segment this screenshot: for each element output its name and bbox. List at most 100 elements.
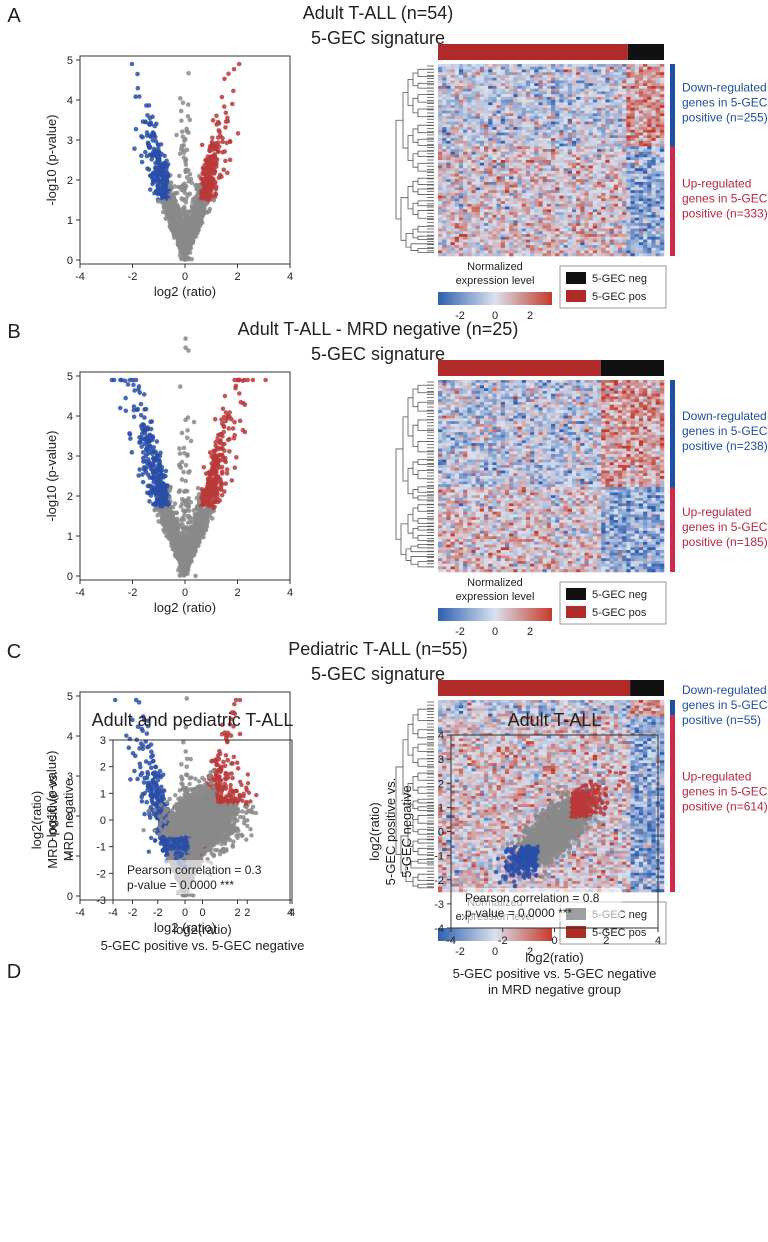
volcano-point (130, 62, 135, 67)
volcano-point (228, 158, 233, 163)
volcano-point (204, 202, 209, 207)
heatmap-cell (622, 64, 626, 67)
volcano-point (182, 208, 187, 213)
heatmap-cell (455, 64, 459, 67)
heatmap-cell (467, 64, 471, 67)
volcano-point (151, 131, 156, 136)
volcano-point (186, 102, 191, 107)
heatmap-cell (534, 64, 538, 67)
volcano-point (162, 199, 167, 204)
volcano-point (178, 253, 183, 258)
x-tick-label: 2 (234, 271, 240, 283)
volcano-points (130, 62, 242, 262)
volcano-point (180, 245, 185, 250)
volcano-point (220, 95, 225, 100)
volcano-point (169, 180, 174, 185)
heatmap-cell (543, 64, 547, 67)
volcano-point (179, 109, 184, 114)
x-tick-label: -2 (128, 271, 138, 283)
volcano-point (191, 226, 196, 231)
volcano-point (180, 212, 185, 217)
heatmap-cell (488, 64, 492, 67)
heatmap-cell (584, 64, 588, 67)
volcano-point (232, 67, 237, 72)
heatmap-cell (446, 64, 450, 67)
heatmap-cell (480, 64, 484, 67)
volcano-point (214, 113, 219, 118)
volcano-point (216, 140, 221, 145)
heatmap-cell (518, 64, 522, 67)
volcano-point (197, 185, 202, 190)
volcano-point (162, 153, 167, 158)
volcano-point (158, 166, 163, 171)
volcano-point (222, 104, 227, 109)
heatmap-cell (476, 64, 480, 67)
volcano-point (211, 118, 216, 123)
volcano-point (184, 236, 189, 241)
volcano-point (224, 119, 229, 124)
volcano-point (148, 134, 153, 139)
volcano-point (140, 160, 145, 165)
heatmap-cell (576, 64, 580, 67)
volcano-point (163, 176, 168, 181)
heatmap-cell (509, 64, 513, 67)
heatmap-cell (593, 64, 597, 67)
volcano-point (177, 241, 182, 246)
volcano-point (231, 89, 236, 94)
volcano-point (220, 140, 225, 145)
volcano-point (139, 134, 144, 139)
volcano-point (212, 198, 217, 203)
panel-title: Adult T-ALL (n=54) (303, 3, 454, 23)
volcano-point (183, 218, 188, 223)
heatmap-cell (513, 64, 517, 67)
volcano-point (214, 161, 219, 166)
volcano-point (230, 102, 235, 107)
heatmap-cell (522, 64, 526, 67)
volcano-point (177, 174, 182, 179)
y-tick-label: 3 (67, 135, 73, 147)
volcano-point (215, 157, 220, 162)
volcano-point (181, 198, 186, 203)
heatmap-cell (526, 64, 530, 67)
volcano-point (145, 154, 150, 159)
volcano-point (194, 219, 199, 224)
volcano-point (181, 100, 186, 105)
heatmap-cell (551, 64, 555, 67)
volcano-point (225, 171, 230, 176)
volcano-point (220, 150, 225, 155)
volcano-point (217, 144, 222, 149)
volcano-point (137, 94, 142, 99)
volcano-point (184, 127, 189, 132)
volcano-point (236, 131, 241, 136)
volcano-point (147, 167, 152, 172)
volcano-point (171, 211, 176, 216)
volcano-point (223, 159, 228, 164)
y-axis-label: -log10 (p-value) (44, 114, 59, 205)
heatmap-cell (547, 64, 551, 67)
volcano-point (175, 203, 180, 208)
volcano-point (148, 187, 153, 192)
y-tick-label: 4 (67, 95, 73, 107)
volcano-point (180, 144, 185, 149)
panel-letter-A: A (7, 5, 21, 27)
volcano-point (163, 216, 168, 221)
volcano-point (200, 190, 205, 195)
heatmap-cell (484, 64, 488, 67)
x-axis-label: log2 (ratio) (154, 284, 216, 299)
volcano-point (158, 180, 163, 185)
volcano-point (207, 209, 212, 214)
volcano-point (208, 149, 213, 154)
heatmap-cell (438, 64, 442, 67)
volcano-point (198, 204, 203, 209)
volcano-point (213, 191, 218, 196)
heatmap-cell (559, 64, 563, 67)
heatmap-cell (463, 64, 467, 67)
x-tick-label: 0 (182, 271, 188, 283)
heatmap-cell (610, 64, 614, 67)
volcano-point (178, 96, 183, 101)
volcano-point (153, 178, 158, 183)
heatmap-cell (601, 64, 605, 67)
volcano-point (196, 212, 201, 217)
x-tick-label: 4 (287, 271, 293, 283)
volcano-point (177, 235, 182, 240)
